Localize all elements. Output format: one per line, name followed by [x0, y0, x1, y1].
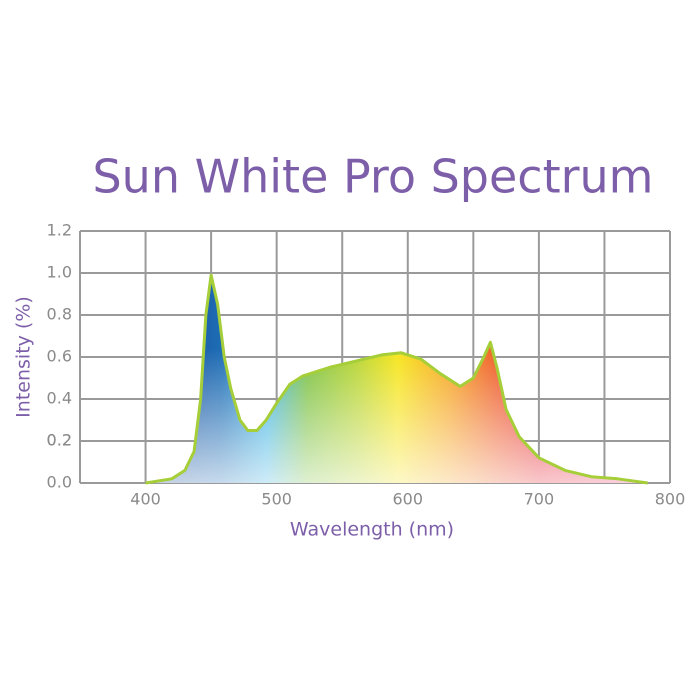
spectrum-line: [145, 273, 648, 485]
y-tick-label: 0.2: [47, 431, 72, 450]
y-axis-label: Intensity (%): [13, 296, 35, 418]
y-tick-label: 0.0: [47, 473, 72, 492]
y-tick-label: 0.6: [47, 347, 72, 366]
x-axis-label: Wavelength (nm): [290, 519, 454, 541]
x-tick-label: 500: [261, 490, 292, 509]
y-tick-label: 0.4: [47, 389, 72, 408]
x-tick-label: 600: [393, 490, 424, 509]
x-tick-label: 800: [655, 490, 686, 509]
x-tick-label: 400: [130, 490, 161, 509]
x-tick-label: 700: [524, 490, 555, 509]
y-tick-label: 0.2: [47, 431, 72, 450]
y-tick-label: 1.2: [47, 221, 72, 240]
y-tick-label: 1.0: [47, 263, 72, 282]
spectrum-fade: [145, 275, 648, 483]
chart-title: Sun White Pro Spectrum: [92, 150, 653, 204]
y-tick-label: 0.8: [47, 305, 72, 324]
